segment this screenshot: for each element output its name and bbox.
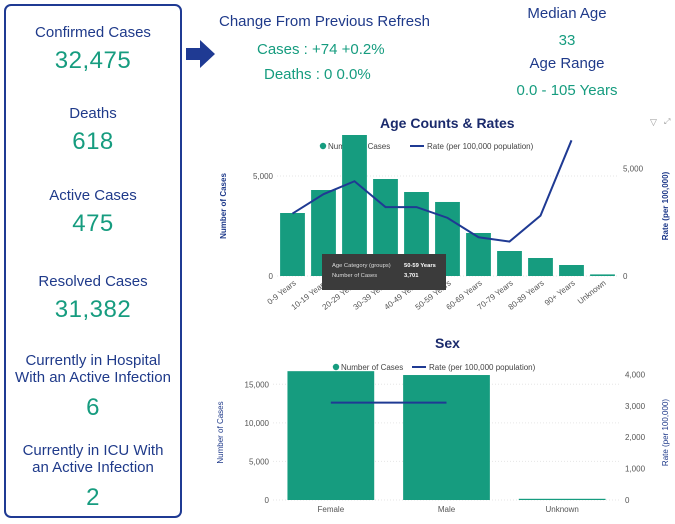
age-range-label: Age Range: [529, 55, 605, 72]
bar-80-89-years: [528, 258, 553, 276]
y-axis-title: Number of Cases: [219, 173, 228, 239]
icu-card: Currently in ICU With an Active Infectio…: [6, 442, 180, 512]
confirmed-cases-label: Confirmed Cases: [35, 24, 151, 41]
age-range-value: 0.0 - 105 Years: [516, 82, 618, 99]
bar-60-69-years: [466, 233, 491, 276]
hospital-label-line2: With an Active Infection: [15, 369, 171, 386]
focus-mode-icon[interactable]: ⤢: [664, 117, 671, 126]
hospital-label-line1: Currently in Hospital: [25, 352, 161, 369]
tooltip-category-value: 50-59 Years: [404, 263, 436, 269]
bar-0-9-years: [280, 213, 305, 276]
median-age-label: Median Age: [527, 5, 607, 22]
x-tick-label: Unknown: [576, 278, 608, 306]
resolved-cases-value: 31,382: [54, 296, 132, 323]
icu-value: 2: [86, 484, 100, 511]
change-title: Change From Previous Refresh: [219, 13, 430, 30]
deaths-card: Deaths 618: [6, 105, 180, 156]
change-cases: Cases : +74 +0.2%: [257, 41, 385, 58]
y-tick-label: 0: [269, 272, 274, 281]
active-cases-card: Active Cases 475: [6, 187, 180, 238]
confirmed-cases-value: 32,475: [54, 47, 132, 74]
tooltip-category-label: Age Category (groups): [332, 263, 391, 269]
bar-unknown: [590, 274, 615, 276]
tooltip-cases-value: 3,701: [404, 273, 419, 279]
bar-70-79-years: [497, 251, 522, 276]
change-deaths: Deaths : 0 0.0%: [264, 66, 371, 83]
bar-90-years: [559, 265, 584, 276]
chart-tooltip: Age Category (groups) 50-59 Years Number …: [322, 254, 446, 290]
age-chart-title: Age Counts & Rates: [380, 115, 515, 131]
confirmed-cases-card: Confirmed Cases 32,475: [6, 24, 180, 75]
y-tick-label: 5,000: [253, 172, 274, 181]
sex-chart-title: Sex: [435, 335, 460, 351]
legend-rate-label: Rate (per 100,000 population): [427, 142, 534, 151]
median-age-value: 33: [558, 32, 576, 49]
deaths-value: 618: [72, 128, 114, 155]
y2-axis-title: Rate (per 100,000): [661, 171, 670, 240]
y2-tick-label: 0: [623, 272, 628, 281]
icu-label-line2: an Active Infection: [32, 459, 154, 476]
deaths-label: Deaths: [69, 105, 117, 122]
right-arrow-icon: [186, 40, 215, 68]
filter-icon[interactable]: ▽: [650, 117, 657, 127]
tooltip-cases-label: Number of Cases: [332, 273, 378, 279]
resolved-cases-card: Resolved Cases 31,382: [6, 273, 180, 324]
icu-label-line1: Currently in ICU With: [22, 442, 164, 459]
y2-tick-label: 5,000: [623, 164, 644, 173]
active-cases-value: 475: [72, 210, 114, 237]
active-cases-label: Active Cases: [49, 187, 137, 204]
legend-cases-marker: [319, 142, 327, 150]
kpi-panel: Confirmed Cases 32,475 Deaths 618 Active…: [4, 4, 182, 518]
x-tick-label: 90+ Years: [543, 278, 577, 307]
hospital-card: Currently in Hospital With an Active Inf…: [6, 352, 180, 422]
rate-line: [291, 139, 573, 243]
hospital-value: 6: [86, 394, 100, 421]
bar-20-29-years: [342, 135, 367, 276]
resolved-cases-label: Resolved Cases: [38, 273, 148, 290]
